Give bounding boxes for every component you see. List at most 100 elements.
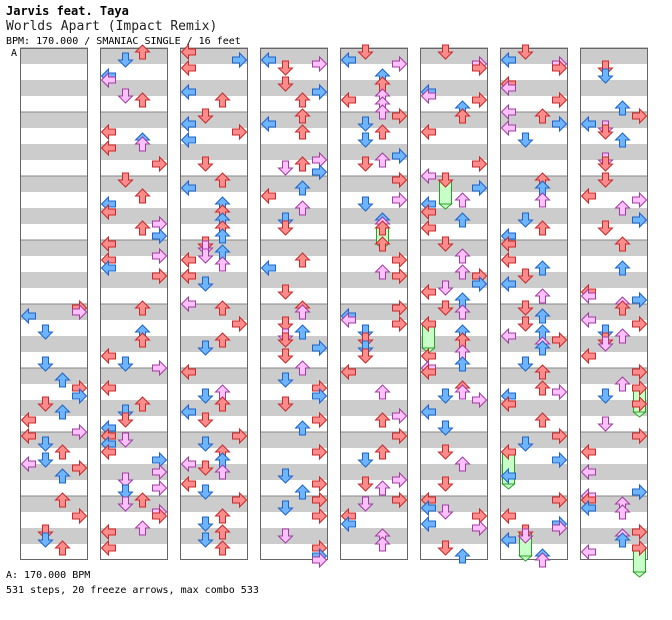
step-arrow-left [260,51,276,69]
step-arrow-down [437,420,454,436]
step-arrow-right [632,483,648,501]
step-arrow-down [277,160,294,176]
beat-stripe [180,64,248,80]
beat-stripe [260,416,328,432]
beat-stripe [580,304,648,320]
step-arrow-up [454,456,471,472]
beat-stripe [340,176,408,192]
step-arrow-down [277,500,294,516]
step-arrow-up [214,464,231,480]
beat-stripe [260,64,328,80]
step-arrow-up [294,108,311,124]
beat-stripe [180,128,248,144]
beat-stripe [420,64,488,80]
column-border [20,48,88,560]
beat-stripe [180,432,248,448]
step-arrow-down [277,220,294,236]
step-arrow-left [100,259,116,277]
step-arrow-left [180,295,196,313]
freeze-tail [632,411,647,418]
beat-stripe [260,96,328,112]
beat-stripe [100,480,168,496]
step-arrow-right [392,491,408,509]
beat-stripe [340,224,408,240]
step-arrow-right [152,507,168,525]
step-arrow-up [534,260,551,276]
beat-stripe [340,352,408,368]
beat-stripe [180,288,248,304]
beat-stripe [180,448,248,464]
beat-stripe [20,256,88,272]
step-arrow-up [214,540,231,556]
beat-stripe [20,496,88,512]
beat-stripe [340,496,408,512]
beat-stripe [20,336,88,352]
step-arrow-up [374,152,391,168]
step-arrow-down [357,156,374,172]
step-arrow-down [517,300,534,316]
beat-stripe [180,160,248,176]
beat-stripe [420,416,488,432]
step-arrow-up [134,220,151,236]
beat-stripe [420,240,488,256]
step-arrow-up [534,108,551,124]
step-arrow-down [277,76,294,92]
step-arrow-left [420,203,436,221]
step-arrow-up [134,332,151,348]
beat-stripe [260,208,328,224]
chart-column [420,47,488,560]
step-arrow-right [152,479,168,497]
step-arrow-left [420,363,436,381]
step-arrow-down [437,504,454,520]
step-arrow-right [552,331,568,349]
beat-stripe [580,416,648,432]
beat-stripe [420,448,488,464]
beat-stripe [420,544,488,560]
step-arrow-down [277,348,294,364]
step-arrow-right [232,123,248,141]
beat-stripe [580,160,648,176]
step-arrow-left [180,455,196,473]
step-arrow-up [134,300,151,316]
step-arrow-down [437,540,454,556]
step-arrow-up [294,124,311,140]
step-arrow-left [500,51,516,69]
chart-column [260,47,328,560]
step-arrow-down [357,348,374,364]
beat-stripe [500,336,568,352]
step-arrow-up [214,508,231,524]
beat-stripe [20,208,88,224]
step-arrow-left [20,455,36,473]
step-arrow-left [100,379,116,397]
step-arrow-down [197,248,214,264]
step-arrow-down [37,452,54,468]
beat-stripe [580,448,648,464]
step-arrow-down [277,372,294,388]
beat-stripe [180,480,248,496]
step-arrow-up [454,192,471,208]
step-arrow-right [392,147,408,165]
beat-stripe [340,112,408,128]
step-arrow-down [37,324,54,340]
beat-stripe [420,320,488,336]
step-arrow-down [277,332,294,348]
beat-stripe [340,64,408,80]
beat-stripe [260,544,328,560]
beat-stripe [180,528,248,544]
step-arrow-right [552,451,568,469]
beat-stripe [100,272,168,288]
beat-stripe [100,128,168,144]
beat-stripe [580,96,648,112]
step-arrow-up [214,256,231,272]
beat-stripe [340,208,408,224]
beat-stripe [260,336,328,352]
step-arrow-down [277,468,294,484]
column-border [420,48,488,560]
step-arrow-up [534,552,551,568]
step-arrow-left [580,187,596,205]
beat-stripe [260,480,328,496]
beat-stripe [420,176,488,192]
step-arrow-left [260,187,276,205]
step-arrow-up [214,300,231,316]
step-arrow-down [437,236,454,252]
